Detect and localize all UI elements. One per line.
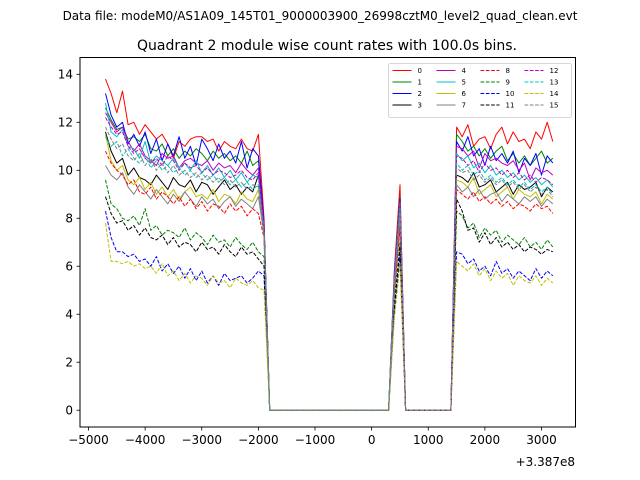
series-line-11 — [105, 196, 553, 411]
y-tick-label: 12 — [58, 116, 73, 130]
legend-label-12: 12 — [550, 67, 559, 75]
y-tick-label: 8 — [65, 212, 73, 226]
legend-label-15: 15 — [550, 102, 559, 110]
series-line-2 — [105, 93, 554, 411]
x-offset-label: +3.387e8 — [516, 455, 575, 469]
x-tick-label: −3000 — [181, 433, 222, 447]
legend-label-11: 11 — [506, 102, 515, 110]
legend-label-9: 9 — [506, 79, 510, 87]
series-line-5 — [105, 103, 554, 411]
series-line-9 — [105, 179, 554, 411]
legend-label-2: 2 — [418, 90, 422, 98]
series-line-8 — [105, 150, 554, 411]
legend-label-4: 4 — [462, 67, 467, 75]
x-tick-label: 1000 — [413, 433, 444, 447]
series-line-6 — [105, 134, 554, 411]
series-line-15 — [105, 126, 554, 411]
x-tick-label: 0 — [368, 433, 376, 447]
y-tick-label: 4 — [65, 308, 73, 322]
legend-label-14: 14 — [550, 90, 559, 98]
legend-label-0: 0 — [418, 67, 422, 75]
x-tick-label: −4000 — [125, 433, 166, 447]
x-axis: −5000 −4000 −3000 −2000 −1000 0 1000 2000 3000 — [68, 427, 557, 447]
y-tick-label: 14 — [58, 68, 73, 82]
series-layer — [105, 78, 554, 411]
x-tick-label: −2000 — [238, 433, 279, 447]
series-line-1 — [105, 107, 554, 411]
series-line-13 — [105, 136, 554, 411]
legend-label-10: 10 — [506, 90, 515, 98]
series-line-14 — [105, 223, 554, 411]
legend-label-3: 3 — [418, 102, 422, 110]
x-tick-label: 3000 — [526, 433, 557, 447]
chart-title: Quadrant 2 module wise count rates with … — [137, 38, 517, 54]
legend-label-8: 8 — [506, 67, 510, 75]
figure-suptitle: Data file: modeM0/AS1A09_145T01_90000039… — [63, 9, 578, 23]
x-tick-label: 2000 — [470, 433, 501, 447]
y-tick-label: 6 — [65, 260, 73, 274]
legend-label-5: 5 — [462, 79, 466, 87]
legend-label-13: 13 — [550, 79, 559, 87]
y-tick-label: 2 — [65, 356, 73, 370]
legend-label-7: 7 — [462, 102, 466, 110]
x-tick-label: −1000 — [295, 433, 336, 447]
series-line-12 — [105, 117, 554, 411]
y-tick-label: 10 — [58, 164, 73, 178]
legend-label-6: 6 — [462, 90, 467, 98]
series-line-3 — [105, 131, 554, 411]
plot-frame — [79, 57, 576, 428]
y-axis: 0 2 4 6 8 10 12 14 — [58, 68, 80, 418]
x-tick-label: −5000 — [68, 433, 109, 447]
legend-box — [388, 63, 572, 118]
y-tick-label: 0 — [65, 404, 73, 418]
legend-label-1: 1 — [418, 79, 422, 87]
series-line-0 — [105, 78, 554, 411]
series-line-10 — [105, 210, 554, 411]
